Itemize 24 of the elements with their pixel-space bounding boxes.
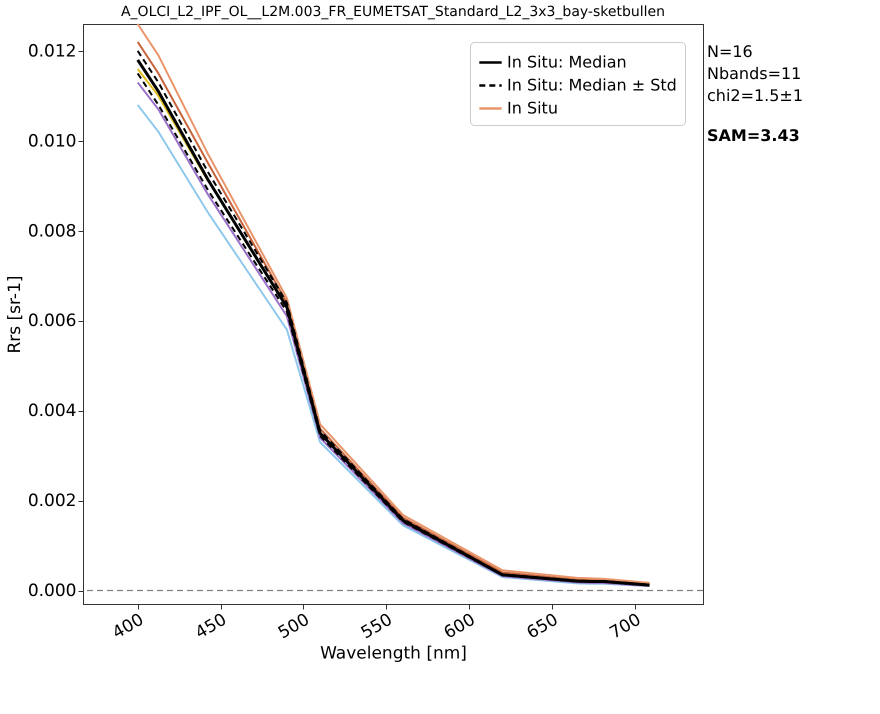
x-tick-label: 550 <box>358 610 396 644</box>
x-tick-label: 600 <box>440 610 479 644</box>
text: N=16 <box>707 42 753 61</box>
y-tick-label: 0.002 <box>28 491 76 512</box>
legend-label: In Situ: Median ± Std <box>507 76 677 94</box>
x-axis-title: Wavelength [nm] <box>320 644 467 664</box>
text: chi2=1.5±1 <box>707 86 803 105</box>
x-tick-label: 450 <box>192 610 230 644</box>
y-tick-label: 0.006 <box>28 311 76 332</box>
x-tick-label: 700 <box>606 610 645 644</box>
x-tick-label: 650 <box>524 610 562 644</box>
chart-title: A_OLCI_L2_IPF_OL__L2M.003_FR_EUMETSAT_Standard_L2_3x3_bay-sketbullen <box>120 4 666 20</box>
text: Nbands=11 <box>707 64 802 83</box>
x-tick-label: 400 <box>109 610 148 644</box>
legend-label: In Situ: Median <box>507 52 627 72</box>
text: SAM=3.43 <box>707 126 800 145</box>
y-tick-label: 0.004 <box>28 401 76 422</box>
y-tick-label: 0.000 <box>28 581 76 602</box>
x-tick-label: 500 <box>274 610 313 644</box>
y-axis-title: Rrs [sr-1] <box>4 275 25 354</box>
legend-label: In Situ <box>507 98 558 118</box>
y-tick-label: 0.012 <box>28 41 76 62</box>
y-tick-label: 0.008 <box>28 221 76 242</box>
y-tick-label: 0.010 <box>28 131 76 152</box>
